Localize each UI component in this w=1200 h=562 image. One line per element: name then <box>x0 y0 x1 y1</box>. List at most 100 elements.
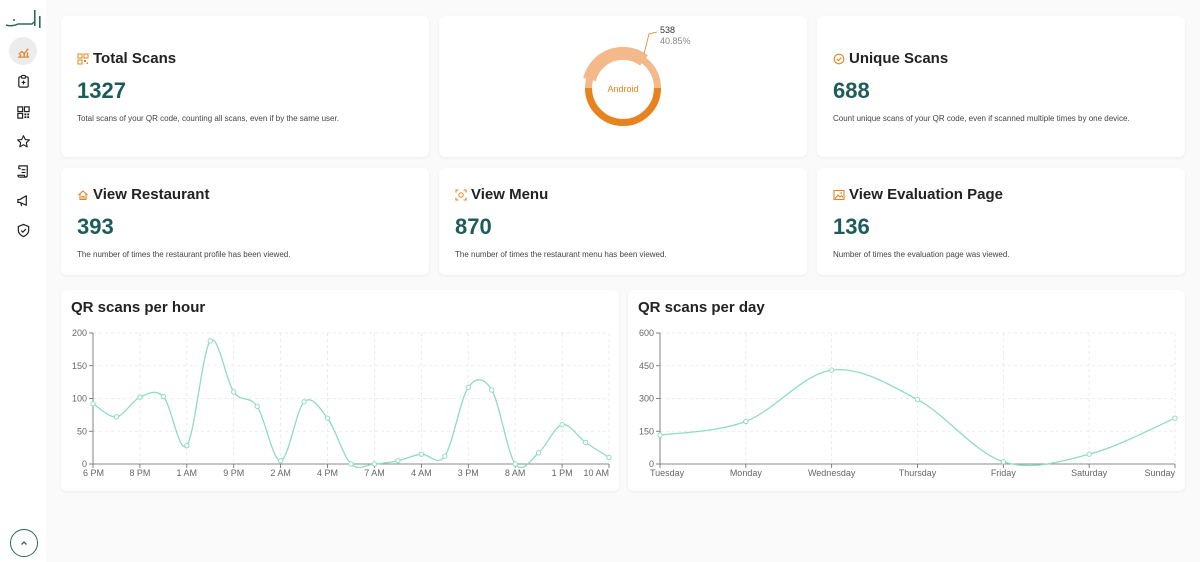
clipboard-icon <box>17 74 29 88</box>
shield-check-icon <box>17 223 29 237</box>
y-tick-label: 150 <box>72 361 87 371</box>
view-restaurant-description: The number of times the restaurant profi… <box>77 250 291 259</box>
device-donut-card: Android 538 40.85% <box>439 16 807 157</box>
y-tick-label: 200 <box>72 328 87 338</box>
view-evaluation-card: View Evaluation Page 136 Number of times… <box>817 168 1185 275</box>
data-point <box>442 453 448 459</box>
x-tick-label: 4 AM <box>411 468 432 478</box>
data-point <box>371 461 378 467</box>
y-tick-label: 600 <box>639 328 654 338</box>
total-scans-title: Total Scans <box>77 50 176 67</box>
view-menu-label: View Menu <box>471 186 549 203</box>
total-scans-description: Total scans of your QR code, counting al… <box>77 114 339 123</box>
menu-scan-icon <box>455 188 467 201</box>
view-menu-value: 870 <box>455 214 492 239</box>
data-point <box>559 422 565 428</box>
view-menu-card: View Menu 870 The number of times the re… <box>439 168 807 275</box>
view-evaluation-description: Number of times the evaluation page was … <box>833 250 1010 259</box>
data-point <box>535 450 542 456</box>
nav-marketing[interactable] <box>9 186 37 214</box>
data-point <box>113 414 120 420</box>
data-point <box>657 432 663 438</box>
donut-callout-percent: 40.85% <box>660 36 691 46</box>
scroll-icon <box>16 164 28 178</box>
donut-segment-base <box>585 87 661 126</box>
total-scans-label: Total Scans <box>93 50 177 67</box>
x-tick-label: Wednesday <box>808 468 856 478</box>
scans-per-hour-chart: 0 50 100 150 200 6 PM 8 PM 1 AM 9 PM 2 AM 4 PM 7 AM… <box>72 328 612 478</box>
data-point <box>582 439 589 446</box>
view-menu-description: The number of times the restaurant menu … <box>455 250 667 259</box>
scroll-top-button[interactable] <box>10 529 38 557</box>
y-tick-label: 0 <box>82 459 87 469</box>
x-tick-label: Tuesday <box>650 468 685 478</box>
unique-scans-value: 688 <box>833 78 870 103</box>
unique-scans-label: Unique Scans <box>849 50 949 67</box>
nav-reviews[interactable] <box>9 127 37 155</box>
chart-icon <box>17 47 29 58</box>
home-icon <box>78 189 88 200</box>
x-tick-label: Thursday <box>899 468 937 478</box>
data-point <box>1000 459 1007 465</box>
x-tick-label: 4 PM <box>317 468 338 478</box>
data-point <box>418 451 425 457</box>
scans-per-hour-card: QR scans per hour 0 50 100 150 200 6 PM 8 PM 1 … <box>61 290 619 491</box>
view-restaurant-label: View Restaurant <box>93 186 210 203</box>
x-tick-label: Monday <box>730 468 763 478</box>
unique-scans-description: Count unique scans of your QR code, even… <box>833 114 1130 123</box>
donut-callout-line <box>643 31 658 55</box>
unique-scans-title: Unique Scans <box>833 50 948 67</box>
star-icon <box>16 134 30 147</box>
nav-verification[interactable] <box>9 216 37 244</box>
data-point <box>914 396 921 403</box>
brand-logo <box>5 10 41 28</box>
donut-center-label: Android <box>607 84 638 94</box>
data-point <box>465 384 471 391</box>
view-restaurant-value: 393 <box>77 214 114 239</box>
data-point <box>207 338 213 344</box>
scans-per-hour-title: QR scans per hour <box>71 299 206 316</box>
data-point <box>160 393 167 400</box>
nav-clipboard[interactable] <box>9 67 37 95</box>
data-point <box>743 418 749 425</box>
data-point <box>324 415 331 421</box>
qr-code-icon <box>77 53 89 64</box>
x-tick-label: Saturday <box>1071 468 1108 478</box>
megaphone-icon <box>16 194 27 206</box>
data-point <box>90 401 96 407</box>
sidebar <box>0 0 46 562</box>
x-tick-label: 1 AM <box>177 468 198 478</box>
x-tick-label: 9 PM <box>223 468 244 478</box>
data-point <box>301 399 307 405</box>
y-tick-label: 450 <box>639 361 654 371</box>
data-point <box>137 394 143 400</box>
data-point <box>489 387 495 393</box>
x-tick-label: 1 PM <box>552 468 573 478</box>
x-tick-label: 7 AM <box>364 468 385 478</box>
scans-per-day-chart: 0 150 300 450 600 Tuesday Monday Wednesday Thurs… <box>639 328 1178 478</box>
series-line <box>92 339 610 469</box>
x-tick-label: 8 AM <box>505 468 526 478</box>
y-tick-label: 0 <box>649 459 654 469</box>
y-tick-label: 150 <box>639 426 654 436</box>
view-evaluation-label: View Evaluation Page <box>849 186 1003 203</box>
data-point <box>348 461 354 467</box>
nav-dashboard[interactable] <box>9 37 37 65</box>
unique-scans-card: Unique Scans 688 Count unique scans of y… <box>817 16 1185 157</box>
scans-per-day-title: QR scans per day <box>638 299 765 316</box>
y-tick-label: 100 <box>72 394 87 404</box>
data-point <box>828 367 835 373</box>
view-evaluation-value: 136 <box>833 214 870 239</box>
view-evaluation-title: View Evaluation Page <box>833 186 1003 203</box>
scans-per-day-card: QR scans per day 0 150 300 450 600 Tuesday Mon… <box>628 290 1185 491</box>
total-scans-card: Total Scans 1327 Total scans of your QR … <box>61 16 429 157</box>
x-tick-label: 10 AM <box>583 468 609 478</box>
data-point <box>1172 415 1178 421</box>
x-tick-label: Friday <box>991 468 1017 478</box>
data-point <box>254 403 260 410</box>
nav-qr-code[interactable] <box>9 98 37 126</box>
nav-menu[interactable] <box>9 157 37 185</box>
data-point <box>231 389 237 395</box>
device-donut-chart: Android 538 40.85% <box>583 25 691 126</box>
view-restaurant-card: View Restaurant 393 The number of times … <box>61 168 429 275</box>
